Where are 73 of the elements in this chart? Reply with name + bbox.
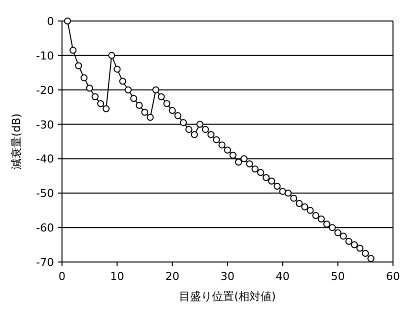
y-tick-label: -50 xyxy=(36,187,54,200)
point xyxy=(296,200,303,207)
point xyxy=(130,94,138,102)
point xyxy=(284,190,292,197)
x-tick-label: 10 xyxy=(110,270,124,283)
point xyxy=(196,120,204,128)
point xyxy=(230,152,237,159)
point xyxy=(136,102,143,109)
point xyxy=(279,188,286,195)
point xyxy=(97,100,104,108)
point xyxy=(119,78,126,85)
point xyxy=(190,131,198,138)
x-axis-title: 目盛り位置(相対値) xyxy=(179,290,276,303)
point xyxy=(108,52,116,59)
point xyxy=(362,250,369,257)
point xyxy=(80,74,88,82)
point xyxy=(141,108,148,116)
point xyxy=(356,244,364,252)
x-tick-label: 0 xyxy=(58,270,66,283)
point xyxy=(180,119,187,126)
x-tick-label: 20 xyxy=(165,270,180,283)
y-tick-label: -30 xyxy=(36,118,54,132)
point xyxy=(340,232,347,240)
point xyxy=(114,66,121,73)
x-tick-label: 50 xyxy=(330,270,345,283)
point xyxy=(257,168,264,176)
y-axis-title: 減衰量(dB) xyxy=(10,113,23,170)
point xyxy=(163,100,170,108)
point xyxy=(262,174,270,182)
point xyxy=(306,206,314,214)
point xyxy=(212,136,220,144)
point xyxy=(312,212,320,220)
point xyxy=(207,131,214,138)
y-tick-label: -40 xyxy=(36,152,54,166)
point xyxy=(224,146,231,154)
point xyxy=(328,224,336,232)
point xyxy=(350,241,358,248)
point xyxy=(168,107,176,114)
point xyxy=(246,160,254,168)
point xyxy=(345,238,352,245)
point xyxy=(185,126,192,133)
y-tick-label: -60 xyxy=(36,222,54,235)
point xyxy=(146,114,154,121)
point xyxy=(86,84,94,92)
point xyxy=(235,158,242,166)
y-tick-label: -20 xyxy=(36,84,54,97)
point xyxy=(202,126,209,133)
y-tick-label: 0 xyxy=(47,15,54,28)
x-tick-label: 60 xyxy=(386,270,400,283)
point xyxy=(318,215,325,222)
point xyxy=(102,105,110,112)
x-tick-label: 30 xyxy=(220,270,234,283)
point xyxy=(252,166,259,173)
point xyxy=(64,18,72,24)
point xyxy=(240,155,248,162)
point xyxy=(70,46,77,54)
point xyxy=(334,229,342,236)
point xyxy=(323,220,330,228)
point xyxy=(290,194,298,202)
point xyxy=(75,62,82,70)
point xyxy=(174,112,182,120)
x-tick-label: 40 xyxy=(276,270,290,283)
point xyxy=(367,255,374,262)
point xyxy=(152,86,160,94)
point xyxy=(274,182,281,190)
point xyxy=(158,93,165,100)
point xyxy=(92,93,99,100)
point xyxy=(268,178,276,185)
point xyxy=(218,141,226,148)
y-tick-label: -70 xyxy=(36,256,54,269)
point xyxy=(124,86,132,94)
y-tick-label: -10 xyxy=(36,49,54,62)
point xyxy=(301,203,308,210)
